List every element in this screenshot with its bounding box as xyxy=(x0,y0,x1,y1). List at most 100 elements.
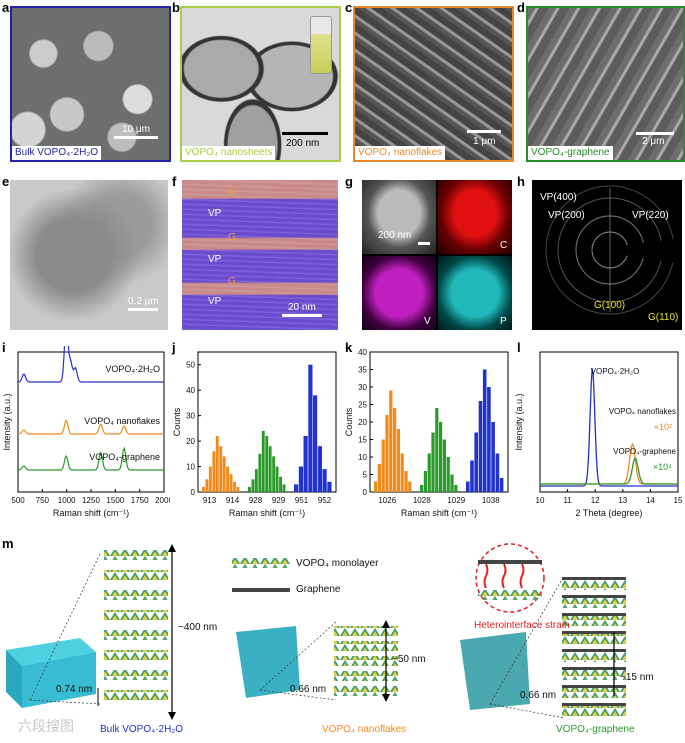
tick-label: 1028 xyxy=(413,496,431,505)
tick-label: 1750 xyxy=(131,496,149,505)
scale-bar xyxy=(128,308,158,311)
tick-label: 40 xyxy=(186,386,195,395)
y-axis-label: Counts xyxy=(344,407,354,436)
scale-label: 10 μm xyxy=(122,124,150,135)
tem-image-b: 200 nm VOPO₄ nanosheets xyxy=(180,6,341,162)
eds-map-g: 200 nm C V P xyxy=(362,180,512,330)
histogram-bar xyxy=(272,456,276,492)
histogram-bar xyxy=(265,436,269,492)
vopo4-layer xyxy=(562,580,626,590)
tick-label: 1026 xyxy=(378,496,396,505)
tick-label: 10 xyxy=(186,463,195,472)
legend-monolayer: VOPO₄ monolayer xyxy=(296,558,379,569)
graphene-layer xyxy=(562,613,626,616)
histogram-bar xyxy=(396,429,400,492)
sem-image-d: 2 μm VOPO₄-graphene xyxy=(526,6,685,162)
x-axis-label: 2 Theta (degree) xyxy=(576,508,643,518)
tick-label: 1029 xyxy=(447,496,465,505)
series-label: VOPO₄ nanoflakes xyxy=(609,407,676,416)
histogram-bar xyxy=(282,484,286,492)
raman-histogram-j: 0 10 20 30 40 50 913 914 928 929 951 952 Raman shift… xyxy=(172,351,337,518)
histogram-bar xyxy=(251,479,255,492)
histogram-bar xyxy=(327,481,332,492)
tick-label: 951 xyxy=(295,496,309,505)
layer-label: G xyxy=(228,276,236,287)
spacing-bulk: 0.74 nm xyxy=(56,684,93,695)
annotation: ×10⁴ xyxy=(653,462,672,472)
tick-label: 913 xyxy=(203,496,217,505)
histogram-bar xyxy=(470,460,474,492)
histogram-bar xyxy=(495,453,500,492)
y-axis-label: Counts xyxy=(172,407,182,436)
tick-label: 20 xyxy=(186,437,195,446)
tick-label: 500 xyxy=(11,496,25,505)
scale-label: 1 μm xyxy=(473,136,496,147)
histogram-bar xyxy=(236,486,240,492)
graphene-layer xyxy=(562,703,626,706)
sem-image-a: 10 μm Bulk VOPO₄·2H₂O xyxy=(10,6,171,162)
graphene-layer xyxy=(562,631,626,634)
tick-label: 15 xyxy=(358,436,367,445)
histogram-bar xyxy=(248,486,251,492)
panel-l-label: l xyxy=(517,340,521,355)
scale-bar xyxy=(467,130,501,133)
tick-label: 1000 xyxy=(58,496,76,505)
histogram-bar xyxy=(385,415,389,492)
tick-label: 928 xyxy=(249,496,263,505)
sem-image-c: 1 μm VOPO₄ nanoflakes xyxy=(353,6,514,162)
panel-i-label: i xyxy=(2,340,6,355)
vopo4-layer xyxy=(334,626,398,636)
scale-label: 20 nm xyxy=(288,302,316,313)
haadf-image xyxy=(362,180,436,254)
histogram-bar xyxy=(215,436,219,492)
hrtem-image-f: G VP G VP G VP 20 nm xyxy=(182,180,338,330)
series-line xyxy=(17,418,164,435)
scale-label: 2 μm xyxy=(642,136,665,147)
thickness-graphene: ~15 nm xyxy=(620,672,654,683)
series-label: VOPO₄-graphene xyxy=(613,447,676,456)
series-label: VOPO₄-graphene xyxy=(89,452,160,462)
histogram-bar xyxy=(499,478,504,492)
tick-label: 750 xyxy=(36,496,50,505)
ring-label: G(110) xyxy=(648,312,679,323)
panel-f-label: f xyxy=(172,174,177,189)
vopo4-layer xyxy=(334,686,398,696)
series-label: VOPO₄·2H₂O xyxy=(591,367,640,376)
histogram-bar xyxy=(389,390,393,492)
panel-j-label: j xyxy=(172,340,176,355)
histogram-bar xyxy=(226,466,230,492)
histogram-bar xyxy=(487,387,491,492)
tick-label: 25 xyxy=(358,401,367,410)
histogram-bar xyxy=(381,439,385,492)
y-axis-label: Intensity (a.u.) xyxy=(2,393,12,450)
series-line xyxy=(540,457,678,485)
histogram-bar xyxy=(268,446,272,492)
histogram-bar xyxy=(446,457,450,492)
vopo4-layer xyxy=(104,670,168,680)
histogram-bar xyxy=(222,456,226,492)
tick-label: 20 xyxy=(358,418,367,427)
thickness-flake: ~50 nm xyxy=(392,654,426,665)
vopo4-layer xyxy=(562,706,626,716)
layer-label: VP xyxy=(208,208,222,219)
histogram-bar xyxy=(478,401,483,492)
vopo4-layer xyxy=(562,688,626,698)
panel-b-label: b xyxy=(172,0,180,15)
caption-c: VOPO₄ nanoflakes xyxy=(355,146,446,160)
x-axis-label: Raman shift (cm⁻¹) xyxy=(401,508,477,518)
vopo4-layer xyxy=(562,634,626,644)
histogram-bar xyxy=(275,466,279,492)
tick-label: 0 xyxy=(363,488,368,497)
carbon-map xyxy=(438,180,512,254)
histogram-bar xyxy=(313,395,318,492)
histogram-bar xyxy=(450,474,454,492)
panel-a-label: a xyxy=(2,0,10,15)
histogram-bar xyxy=(294,484,299,492)
histogram-bar xyxy=(491,422,495,492)
scale-bar xyxy=(114,136,158,139)
histogram-bar xyxy=(400,453,404,492)
vopo4-layer xyxy=(562,616,626,626)
histogram-bar xyxy=(404,471,408,492)
vial-image xyxy=(310,16,332,74)
histogram-bar xyxy=(212,451,216,492)
